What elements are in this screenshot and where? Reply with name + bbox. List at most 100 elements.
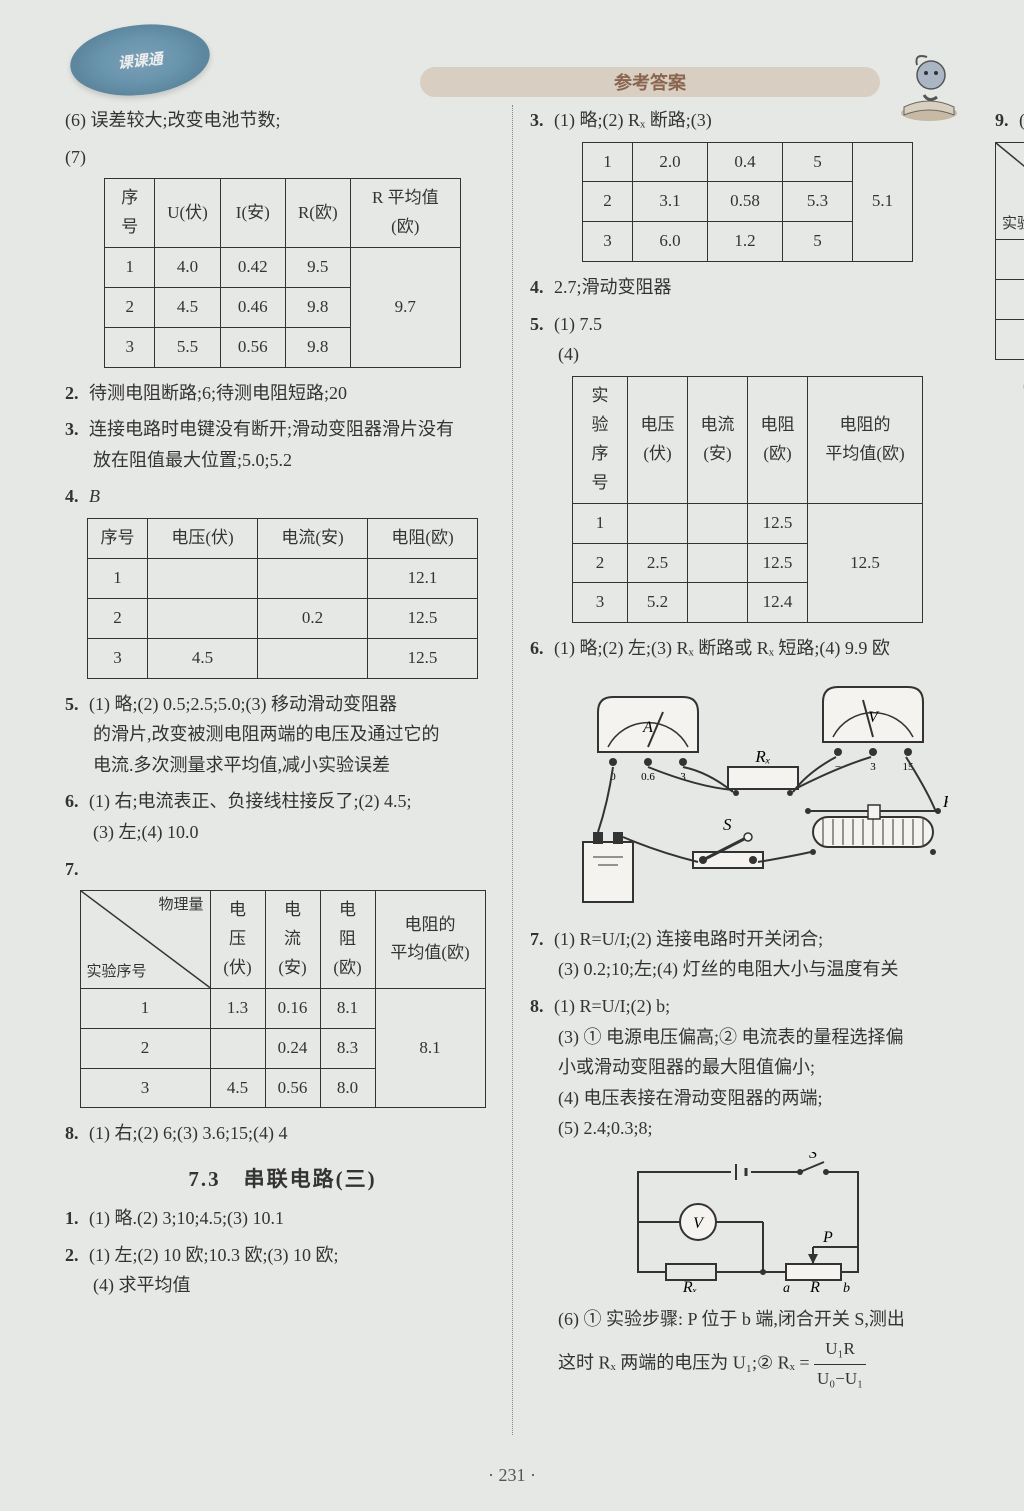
th: 电阻(欧) [368,519,478,559]
th: I(安) [220,179,285,248]
text: (3) 0.2;10;左;(4) 灯丝的电阻大小与温度有关 [530,954,965,985]
td [210,1028,265,1068]
text: (3) 左;(4) 10.0 [65,817,500,848]
td: 2 [80,1028,210,1068]
left-q6b: 6.(1) 右;电流表正、负接线柱接反了;(2) 4.5; (3) 左;(4) … [65,786,500,847]
td: 9.5 [285,247,350,287]
text: (1) 略.(2) 3;10;4.5;(3) 10.1 [89,1208,284,1228]
th: 序号 [88,519,148,559]
td: 3 [105,327,155,367]
text: (3) ① 电源电压偏高;② 电流表的量程选择偏 [530,1022,965,1053]
logo-badge: 课课通 [67,18,214,102]
td: 12.5 [748,543,808,583]
td: 2 [88,598,148,638]
td: 5.2 [628,583,688,623]
text: 2.7;滑动变阻器 [554,277,672,297]
td [258,558,368,598]
text: (6) 误差较大;改变电池节数; [65,105,500,136]
th: 电阻 (欧) [320,891,375,989]
td: 2.5 [628,543,688,583]
td: 1 [996,240,1024,280]
text: (1) 右;电流表正、负接线柱接反了;(2) 4.5; [89,791,411,811]
td: 12.4 [748,583,808,623]
td: 0.42 [220,247,285,287]
td: 8.0 [320,1068,375,1108]
text: (4) [530,339,965,370]
svg-text:3: 3 [870,761,876,773]
svg-text:Rₓ: Rₓ [681,1279,696,1292]
svg-text:S: S [723,815,732,834]
svg-text:0.6: 0.6 [641,771,655,783]
right-q5: 5.(1) 7.5 (4) 实验 序号 电压 (伏) 电流 (安) 电阻 (欧)… [530,309,965,623]
text: (1) [1019,110,1024,130]
text: (1) 7.5 [554,314,602,334]
s-q2: 2.(1) 左;(2) 10 欧;10.3 欧;(3) 10 欧; (4) 求平… [65,1240,500,1301]
td: 12.5 [368,638,478,678]
td: 2 [583,182,633,222]
svg-text:R: R [809,1279,820,1292]
td: 1.2 [708,222,783,262]
text: 这时 Rₓ 两端的电压为 U₁;② Rₓ = [558,1352,810,1372]
td: 0.56 [220,327,285,367]
td: 8.1 [375,988,485,1108]
table-7b: 物理量 实验序号 电压 (伏) 电流 (安) 电阻 (欧) 电阻的 平均值(欧)… [80,890,486,1108]
svg-text:S: S [809,1152,817,1162]
td: 5 [783,142,853,182]
s-q1: 1.(1) 略.(2) 3;10;4.5;(3) 10.1 [65,1203,500,1234]
td: 0.24 [265,1028,320,1068]
header-ribbon: 参考答案 [420,67,880,97]
text: 放在阻值最大位置;5.0;5.2 [65,445,500,476]
th: 电压(伏) [148,519,258,559]
td: 2.0 [633,142,708,182]
td: 5.5 [155,327,221,367]
diag-bot: 实验序号 [1002,212,1024,238]
left-q6: (6) 误差较大;改变电池节数; [65,105,500,136]
th: 电阻 (欧) [748,377,808,504]
text: R滑 =U滑/I=2 V/0.2 A=10 Ω; [995,401,1024,432]
td: 0.16 [265,988,320,1028]
td: 12.5 [368,598,478,638]
th: U(伏) [155,179,221,248]
td: 0.46 [220,287,285,327]
text: (1) 略;(2) 左;(3) Rₓ 断路或 Rₓ 短路;(4) 9.9 欧 [554,638,890,658]
table-r5: 实验 序号 电压 (伏) 电流 (安) 电阻 (欧) 电阻的 平均值(欧) 11… [572,376,923,623]
td: 1 [583,142,633,182]
th-diag: 物理量 实验序号 [996,142,1024,240]
td: 5.1 [853,142,913,262]
text: (1) 左;(2) 10 欧;10.3 欧;(3) 10 欧; [89,1245,338,1265]
th: 电阻的 平均值(欧) [808,377,923,504]
td: 2 [105,287,155,327]
th: 电流 (安) [688,377,748,504]
text: (1) R=U/I;(2) 连接电路时开关闭合; [554,929,823,949]
left-q3: 3.连接电路时电键没有断开;滑动变阻器滑片没有 放在阻值最大位置;5.0;5.2 [65,414,500,475]
table-4: 序号 电压(伏) 电流(安) 电阻(欧) 112.1 20.212.5 34.5… [87,518,478,679]
diag-bot: 实验序号 [87,960,147,986]
text: (2) U总 =1 V+2 V=3 V; [995,370,1024,401]
td: 2 [996,280,1024,320]
text: 的滑片,改变被测电阻两端的电压及通过它的 [65,719,500,750]
td: 12.5 [748,503,808,543]
th: 实验 序号 [573,377,628,504]
text: 小或滑动变阻器的最大阻值偏小; [530,1052,965,1083]
left-q7: (7) 序号 U(伏) I(安) R(欧) R 平均值(欧) 1 4.0 0.4… [65,142,500,368]
left-q5: 5.(1) 略;(2) 0.5;2.5;5.0;(3) 移动滑动变阻器 的滑片,… [65,689,500,781]
table-3: 1 2.0 0.4 5 5.1 23.10.585.3 36.01.25 [582,142,913,263]
page-content: (6) 误差较大;改变电池节数; (7) 序号 U(伏) I(安) R(欧) R… [65,105,965,1435]
td: 1.3 [210,988,265,1028]
td: 2 [573,543,628,583]
th: 电流 (安) [265,891,320,989]
td: 1 [80,988,210,1028]
right-q8: 8.(1) R=U/I;(2) b; (3) ① 电源电压偏高;② 电流表的量程… [530,991,965,1393]
header: 课课通 参考答案 [0,45,1024,95]
td: 12.5 [808,503,923,623]
td [688,583,748,623]
text: (1) R=U/I;(2) b; [554,996,670,1016]
td [148,558,258,598]
td: 4.5 [148,638,258,678]
text: (5) 2.4;0.3;8; [530,1113,965,1144]
td: 1 [88,558,148,598]
td: 1 [105,247,155,287]
text: B [89,486,100,506]
th: R 平均值(欧) [350,179,460,248]
td: 3 [996,320,1024,360]
